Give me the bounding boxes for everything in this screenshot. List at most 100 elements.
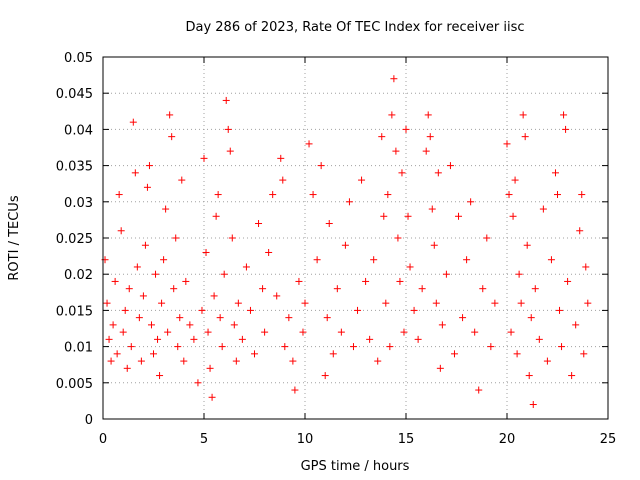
data-point xyxy=(467,198,475,206)
y-tick-label: 0.045 xyxy=(56,87,93,102)
y-tick-label: 0 xyxy=(85,413,93,428)
data-point xyxy=(535,335,543,343)
data-point xyxy=(321,372,329,380)
data-point xyxy=(129,118,137,126)
data-point xyxy=(273,292,281,300)
data-point xyxy=(147,321,155,329)
data-point xyxy=(115,191,123,199)
data-point xyxy=(543,357,551,365)
data-point xyxy=(259,285,267,293)
y-axis-label: ROTI / TECUs xyxy=(7,195,22,280)
data-point xyxy=(471,328,479,336)
data-point xyxy=(218,343,226,351)
data-point xyxy=(390,75,398,83)
data-point xyxy=(190,335,198,343)
data-point xyxy=(204,328,212,336)
data-point xyxy=(560,111,568,119)
data-point xyxy=(238,335,246,343)
data-point xyxy=(117,227,125,235)
x-tick-label: 10 xyxy=(297,432,314,447)
data-point xyxy=(234,299,242,307)
data-point xyxy=(333,285,341,293)
x-tick-label: 20 xyxy=(499,432,516,447)
data-point xyxy=(539,205,547,213)
data-point xyxy=(180,357,188,365)
data-point xyxy=(515,270,523,278)
data-point xyxy=(143,183,151,191)
data-point xyxy=(511,176,519,184)
data-point xyxy=(246,306,254,314)
data-point xyxy=(269,191,277,199)
data-point xyxy=(156,372,164,380)
data-point xyxy=(432,299,440,307)
x-tick-label: 25 xyxy=(600,432,617,447)
data-point xyxy=(111,277,119,285)
data-point xyxy=(123,364,131,372)
x-tick-label: 0 xyxy=(99,432,107,447)
y-tick-label: 0.04 xyxy=(64,123,93,138)
data-point xyxy=(285,314,293,322)
data-point xyxy=(133,263,141,271)
data-point xyxy=(224,125,232,133)
data-point xyxy=(194,379,202,387)
data-point xyxy=(251,350,258,358)
data-point xyxy=(160,256,168,264)
data-point xyxy=(463,256,471,264)
data-point xyxy=(158,299,166,307)
y-tick-label: 0.02 xyxy=(64,268,93,283)
data-point xyxy=(436,364,444,372)
data-point xyxy=(398,169,406,177)
data-point xyxy=(584,299,592,307)
data-point xyxy=(529,401,537,409)
data-point xyxy=(162,205,170,213)
data-point xyxy=(345,198,353,206)
data-point xyxy=(186,321,194,329)
data-point xyxy=(135,314,143,322)
data-point xyxy=(455,212,463,220)
data-point xyxy=(313,256,321,264)
data-point xyxy=(396,277,404,285)
data-point xyxy=(503,140,511,148)
data-point xyxy=(105,335,113,343)
data-point xyxy=(404,212,412,220)
data-point xyxy=(392,147,400,155)
data-point xyxy=(370,256,378,264)
data-point xyxy=(127,343,135,351)
data-point xyxy=(483,234,491,242)
data-point xyxy=(521,133,529,141)
data-point xyxy=(564,277,572,285)
data-point xyxy=(301,299,309,307)
data-point xyxy=(388,111,396,119)
data-point xyxy=(121,306,129,314)
data-point xyxy=(242,263,250,271)
data-point xyxy=(230,321,238,329)
data-point xyxy=(166,111,174,119)
axis-ticks: 0 5 10 15 20 25 0 0.005 0.01 0.015 0.02 0.025 0.03 0.… xyxy=(56,51,616,447)
data-point xyxy=(198,306,206,314)
data-point xyxy=(109,321,117,329)
data-point xyxy=(174,343,182,351)
data-point xyxy=(426,133,434,141)
data-point xyxy=(337,328,345,336)
y-tick-label: 0.05 xyxy=(64,51,93,66)
data-point xyxy=(430,241,438,249)
y-tick-label: 0.01 xyxy=(64,341,93,356)
data-point xyxy=(582,263,590,271)
data-point xyxy=(556,306,564,314)
data-point xyxy=(475,386,483,394)
data-point xyxy=(178,176,186,184)
y-tick-label: 0.005 xyxy=(56,377,93,392)
data-point xyxy=(551,169,559,177)
data-point xyxy=(519,111,527,119)
data-point xyxy=(176,314,184,322)
data-point xyxy=(119,328,127,336)
data-point xyxy=(113,350,121,358)
data-point xyxy=(208,393,216,401)
data-point xyxy=(554,191,561,199)
data-point xyxy=(507,328,515,336)
data-point xyxy=(487,343,495,351)
data-point xyxy=(323,314,331,322)
data-point xyxy=(222,96,230,104)
x-tick-label: 15 xyxy=(398,432,415,447)
